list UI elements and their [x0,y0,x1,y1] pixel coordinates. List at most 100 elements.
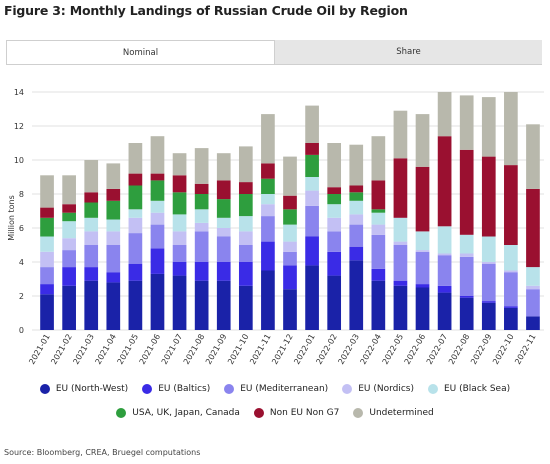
legend-item[interactable]: Undetermined [353,408,434,418]
bar-segment [216,236,231,262]
bars [40,92,540,330]
legend-row: USA, UK, Japan, Canada Non EU Non G7 Undet… [0,408,550,418]
bar-segment [150,180,165,201]
legend-item[interactable]: Non EU Non G7 [253,408,339,418]
bar-segment [40,251,54,268]
bar-segment [437,136,452,227]
bar-segment [349,246,364,261]
bar-segment [172,214,187,232]
x-tick-label: 2022-07 [425,333,450,366]
bar-segment [481,301,496,303]
bar-segment [437,253,452,256]
legend-label: EU (Black Sea) [443,384,511,394]
x-tick-label: 2022-08 [447,333,472,366]
bar-segment [128,185,143,210]
bar-segment [371,180,386,210]
bar-segment [415,231,430,251]
legend-label: EU (Nordics) [358,384,414,394]
x-tick-label: 2022-10 [491,333,516,366]
bar-segment [283,224,297,242]
bar-stack [437,92,452,330]
bar-segment [128,233,143,264]
bar-segment [216,228,231,237]
bar-segment [283,156,297,196]
bar-stack [261,114,275,330]
bar-segment [504,307,518,330]
legend-item[interactable]: EU (Nordics) [342,384,414,394]
x-tick-label: 2022-06 [403,333,428,366]
bar-segment [481,302,496,330]
bar-segment [84,202,99,218]
bar-segment [393,245,408,281]
bar-segment [283,241,297,252]
y-tick-label: 14 [14,88,24,97]
legend-item[interactable]: USA, UK, Japan, Canada [116,408,240,418]
bar-segment [62,175,76,205]
bar-segment [504,92,518,166]
legend-item[interactable]: EU (Mediterranean) [224,384,328,394]
bar-segment [327,275,342,330]
figure-title: Figure 3: Monthly Landings of Russian Cr… [4,3,408,18]
bar-segment [84,267,99,281]
bar-segment [84,192,99,203]
bar-segment [283,251,297,266]
bar-segment [283,195,297,210]
bar-segment [106,282,121,330]
bar-segment [327,187,342,194]
bar-segment [393,280,408,286]
bar-segment [62,267,76,286]
bar-stack [128,143,143,330]
bar-segment [504,272,518,307]
bar-stack [150,136,165,330]
bar-segment [40,267,54,285]
bar-segment [128,217,143,234]
tab-nominal[interactable]: Nominal [6,40,275,64]
y-tick-label: 0 [19,326,24,335]
bar-stack [327,143,342,330]
bar-segment [305,154,319,177]
bar-segment [238,146,253,183]
legend-item[interactable]: EU (North-West) [39,384,128,394]
bar-segment [283,209,297,225]
y-tick-label: 6 [19,224,24,233]
bar-segment [261,114,275,164]
bar-segment [526,289,540,317]
bar-segment [305,105,319,143]
x-tick-label: 2021-05 [116,333,141,366]
bar-segment [371,212,386,225]
y-tick-label: 8 [19,190,24,199]
bar-segment [194,183,209,194]
legend-marker [253,408,264,418]
bar-segment [349,224,364,247]
bar-segment [305,177,319,191]
bar-segment [459,296,474,298]
bar-segment [172,153,187,176]
bar-segment [437,292,452,330]
bar-segment [481,263,496,302]
bar-segment [216,217,231,228]
bar-segment [526,124,540,189]
legend-item[interactable]: EU (Baltics) [142,384,210,394]
x-tick-label: 2021-09 [204,333,229,366]
bar-segment [437,255,452,286]
bar-segment [371,224,386,235]
bar-segment [62,238,76,251]
bar-stack [415,114,430,330]
y-axis-ticks: 0 2 4 6 8 10 12 14 [14,88,24,335]
bar-segment [393,158,408,218]
bar-segment [526,316,540,330]
legend: EU (North-West) EU (Baltics) EU (Mediterra… [0,384,550,432]
bar-segment [371,280,386,330]
bar-stack [84,160,99,330]
bar-stack [305,105,319,330]
tab-share[interactable]: Share [275,40,542,64]
bar-segment [128,280,143,330]
legend-marker [342,384,353,394]
bar-segment [238,216,253,232]
bar-segment [526,267,540,286]
legend-item[interactable]: EU (Black Sea) [427,384,511,394]
bar-segment [261,178,275,194]
source-note: Source: Bloomberg, CREA, Bruegel computa… [4,448,201,457]
bar-segment [194,209,209,223]
